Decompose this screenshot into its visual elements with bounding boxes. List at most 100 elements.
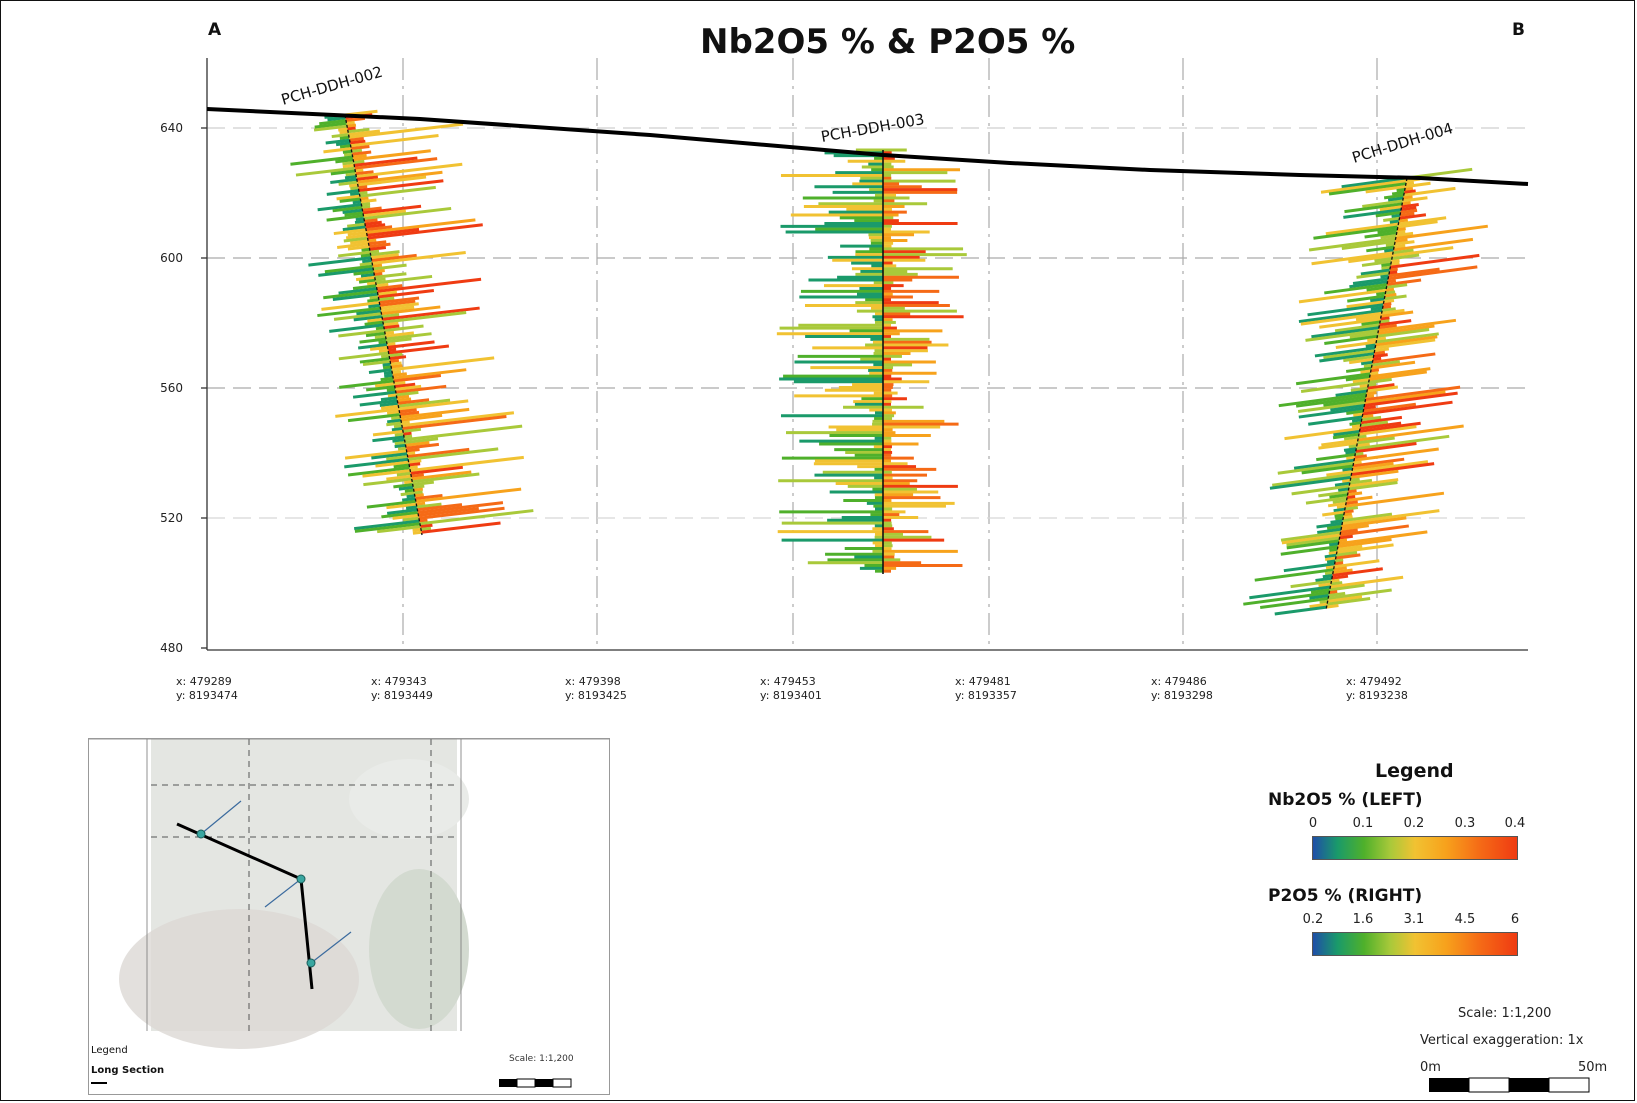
nb2o5-assay-bar bbox=[1343, 355, 1374, 363]
p2o5-assay-bar bbox=[1345, 491, 1445, 508]
p2o5-assay-bar bbox=[1336, 543, 1394, 554]
p2o5-assay-bar bbox=[1397, 227, 1406, 232]
p2o5-assay-bar bbox=[381, 305, 441, 316]
nb2o5-assay-bar bbox=[1359, 383, 1369, 388]
figure-title: Nb2O5 % & P2O5 % bbox=[700, 22, 1076, 62]
nb2o5-assay-bar bbox=[360, 273, 375, 278]
nb2o5-assay-bar bbox=[1314, 346, 1376, 358]
p2o5-assay-bar bbox=[1376, 336, 1387, 341]
p2o5-assay-bar bbox=[1356, 442, 1370, 448]
nb2o5-assay-bar bbox=[1333, 507, 1346, 513]
p2o5-assay-bar bbox=[357, 175, 427, 187]
p2o5-assay-bar bbox=[415, 487, 522, 503]
nb2o5-assay-bar bbox=[386, 474, 412, 481]
nb2o5-assay-bar bbox=[1286, 539, 1340, 550]
p2o5-assay-bar bbox=[366, 227, 420, 237]
nb2o5-assay-bar bbox=[1310, 588, 1330, 594]
nb2o5-assay-bar bbox=[319, 119, 347, 126]
nb2o5-assay-bar bbox=[1298, 406, 1364, 419]
nb2o5-assay-bar bbox=[366, 499, 417, 509]
nb2o5-assay-bar bbox=[1361, 320, 1381, 326]
p2o5-assay-bar bbox=[365, 225, 393, 232]
p2o5-assay-bar bbox=[1401, 201, 1411, 206]
nb2o5-assay-bar bbox=[1381, 265, 1391, 270]
nb2o5-assay-bar bbox=[1321, 438, 1359, 447]
nb2o5-assay-bar bbox=[412, 530, 422, 535]
nb2o5-assay-bar bbox=[1305, 329, 1379, 342]
nb2o5-assay-bar bbox=[367, 317, 383, 323]
y-tick-label: 600 bbox=[160, 251, 183, 265]
nb2o5-assay-bar bbox=[326, 214, 364, 222]
nb2o5-assay-bar bbox=[1363, 363, 1373, 368]
p2o5-assay-bar bbox=[1358, 425, 1417, 436]
p2o5-assay-bar bbox=[353, 149, 431, 162]
nb2o5-assay-bar bbox=[1360, 360, 1373, 366]
nb2o5-assay-bar bbox=[1290, 579, 1332, 589]
nb2o5-assay-bar bbox=[332, 205, 363, 213]
nb2o5-assay-bar bbox=[1352, 378, 1370, 384]
p2o5-assay-bar bbox=[1381, 307, 1396, 312]
p2o5-assay-bar bbox=[1333, 559, 1380, 569]
nb2o5-assay-bar bbox=[1309, 602, 1328, 609]
nb2o5-assay-bar bbox=[1322, 573, 1333, 579]
p2o5-assay-bar bbox=[398, 398, 451, 408]
nb2o5-assay-bar bbox=[1326, 559, 1336, 564]
nb2o5-assay-bar bbox=[1319, 352, 1375, 363]
nb2o5-assay-bar bbox=[339, 130, 349, 135]
p2o5-assay-bar bbox=[386, 337, 412, 344]
nb2o5-assay-bar bbox=[1356, 271, 1390, 279]
p2o5-assay-bar bbox=[1346, 495, 1373, 503]
nb2o5-assay-bar bbox=[369, 295, 379, 300]
p2o5-assay-bar bbox=[1405, 181, 1431, 189]
p2o5-assay-bar bbox=[393, 368, 467, 380]
nb2o5-assay-bar bbox=[1249, 585, 1331, 600]
coord-label: x: 479289 y: 8193474 bbox=[176, 675, 238, 702]
p2o5-assay-bar bbox=[414, 490, 423, 495]
nb2o5-assay-bar bbox=[353, 519, 420, 531]
nb2o5-assay-bar bbox=[1286, 536, 1340, 547]
p2o5-assay-bar bbox=[1397, 220, 1438, 229]
nb2o5-assay-bar bbox=[355, 275, 375, 282]
nb2o5-assay-bar bbox=[375, 460, 409, 468]
nb2o5-assay-bar bbox=[1277, 461, 1354, 475]
p2o5-assay-bar bbox=[401, 411, 515, 428]
nb2o5-assay-bar bbox=[1360, 268, 1390, 276]
nb2o5-assay-bar bbox=[404, 488, 414, 493]
p2o5-assay-bar bbox=[370, 250, 400, 257]
p2o5-assay-bar bbox=[1376, 332, 1439, 344]
p2o5-assay-bar bbox=[410, 455, 524, 473]
p2o5-assay-bar bbox=[1331, 578, 1340, 583]
p2o5-assay-bar bbox=[375, 277, 386, 282]
p2o5-assay-bar bbox=[398, 399, 469, 411]
nb2o5-assay-bar bbox=[335, 141, 351, 147]
p2o5-assay-bar bbox=[417, 503, 463, 512]
p2o5-assay-bar bbox=[1326, 604, 1339, 609]
p2o5-assay-bar bbox=[1366, 385, 1399, 393]
nb2o5-assay-bar bbox=[1243, 591, 1330, 606]
nb2o5-assay-bar bbox=[344, 211, 364, 217]
nb2o5-assay-bar bbox=[338, 180, 358, 186]
y-tick-label: 640 bbox=[160, 121, 183, 135]
p2o5-assay-bar bbox=[405, 441, 430, 447]
nb2o5-assay-bar bbox=[365, 331, 386, 338]
nb2o5-assay-bar bbox=[386, 410, 400, 415]
p2o5-assay-bar bbox=[369, 249, 380, 254]
p2o5-assay-bar bbox=[1365, 385, 1461, 402]
nb2o5-assay-bar bbox=[369, 345, 388, 351]
p2o5-assay-bar bbox=[397, 397, 412, 403]
p2o5-assay-bar bbox=[384, 324, 424, 333]
p2o5-assay-bar bbox=[1405, 181, 1415, 186]
p2o5-assay-bar bbox=[355, 168, 364, 173]
nb2o5-tick: 0 bbox=[1308, 816, 1318, 831]
nb2o5-assay-bar bbox=[1309, 594, 1329, 600]
p2o5-assay-bar bbox=[349, 137, 364, 142]
p2o5-assay-bar bbox=[1345, 500, 1358, 505]
p2o5-assay-bar bbox=[1352, 457, 1405, 468]
p2o5-assay-bar bbox=[1328, 591, 1346, 598]
nb2o5-assay-bar bbox=[1347, 294, 1386, 303]
p2o5-assay-bar bbox=[1403, 195, 1413, 200]
nb2o5-assay-bar bbox=[313, 124, 348, 132]
p2o5-assay-bar bbox=[359, 185, 436, 198]
nb2o5-assay-bar bbox=[342, 208, 363, 215]
p2o5-assay-bar bbox=[404, 424, 523, 442]
